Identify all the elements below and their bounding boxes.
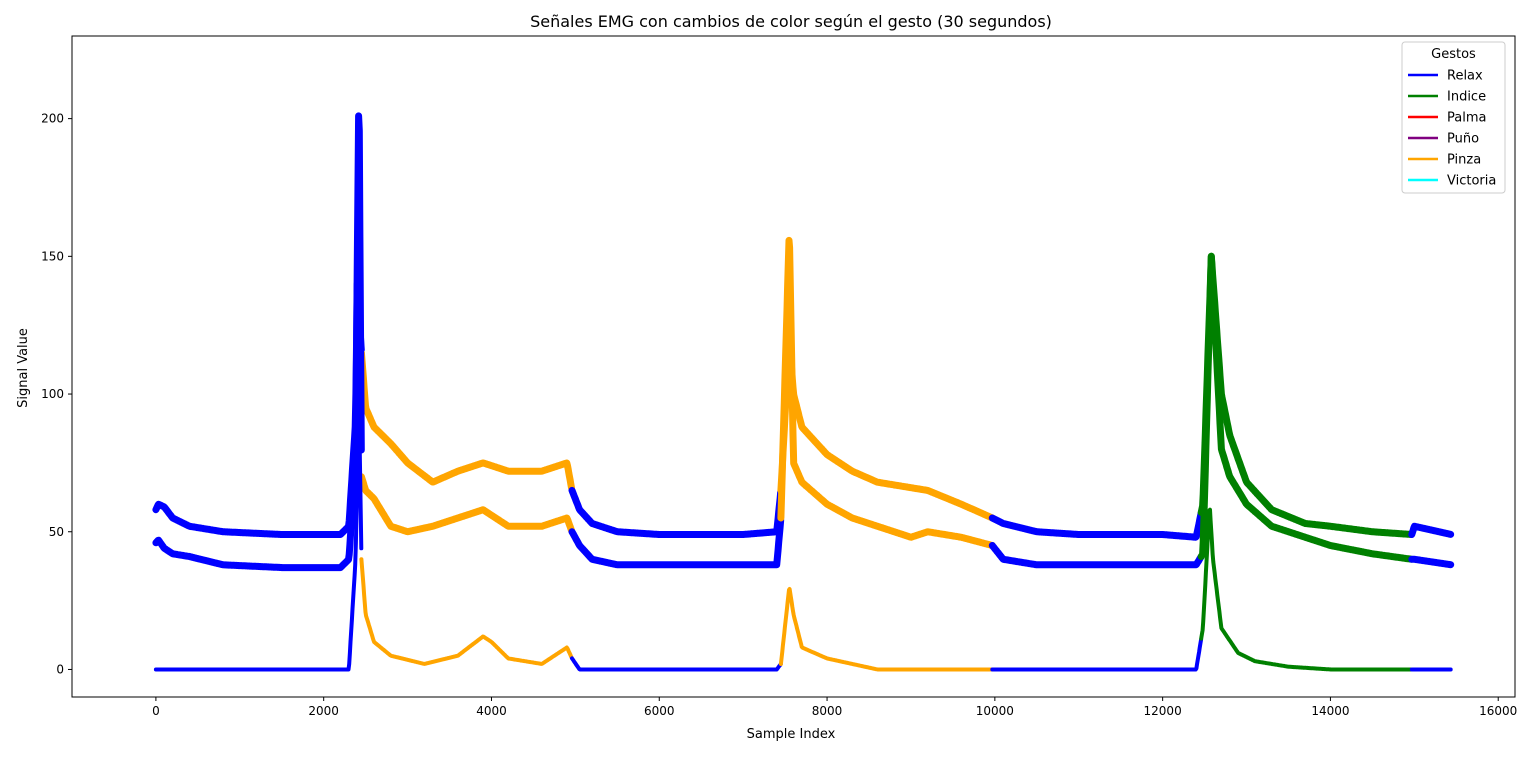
legend-label-pinza: Pinza	[1447, 153, 1481, 168]
series-3-segment-2	[570, 656, 783, 672]
y-tick-label: 150	[41, 249, 64, 263]
plot-frame	[71, 35, 1516, 698]
x-axis-label: Sample Index	[747, 727, 836, 742]
x-tick-label: 8000	[812, 704, 843, 718]
y-tick-label: 0	[56, 662, 64, 676]
legend-label-indice: Indice	[1447, 90, 1486, 105]
series-3-segment-5	[1199, 507, 1414, 672]
y-tick-label: 200	[41, 112, 64, 126]
series-3-segment-0	[153, 408, 364, 672]
legend-label-palma: Palma	[1447, 111, 1486, 126]
legend-label-relax: Relax	[1447, 69, 1483, 84]
series-2-segment-4	[988, 542, 1205, 569]
legend-label-victoria: Victoria	[1447, 174, 1496, 189]
legend-title: Gestos	[1431, 47, 1476, 62]
x-tick-label: 2000	[308, 704, 339, 718]
series-1-segment-0	[152, 280, 365, 538]
legend-box	[1401, 41, 1506, 194]
x-tick-label: 12000	[1144, 704, 1182, 718]
series-2-segment-0	[152, 112, 365, 572]
series-1-segment-4	[988, 509, 1205, 541]
series-1-segment-5	[1197, 252, 1415, 538]
x-tick-label: 4000	[476, 704, 507, 718]
series-2-segment-1	[357, 473, 575, 536]
y-tick-label: 50	[49, 525, 64, 539]
y-tick-label: 100	[41, 387, 64, 401]
series-3-segment-4	[990, 637, 1204, 672]
series-2-segment-5	[1197, 252, 1415, 563]
x-tick-label: 6000	[644, 704, 675, 718]
x-tick-label: 16000	[1479, 704, 1517, 718]
x-tick-label: 0	[152, 704, 160, 718]
series-2-segment-2	[568, 516, 785, 569]
legend: Gestos Relax Indice Palma Puño Pinza Victoria	[1401, 41, 1506, 194]
series-1-segment-1	[357, 349, 575, 492]
x-tick-label: 10000	[976, 704, 1014, 718]
x-tick-label: 14000	[1311, 704, 1349, 718]
x-axis-ticks: 0 2000 4000 6000 8000 10000 12000 14000 16000	[152, 697, 1517, 718]
y-axis-ticks: 0 50 100 150 200	[41, 112, 72, 676]
series-1-segment-6	[1408, 522, 1455, 538]
plot-marks	[152, 112, 1455, 672]
series-3-segment-1	[359, 557, 574, 666]
y-axis-label: Signal Value	[16, 328, 31, 408]
series-3-segment-3	[778, 587, 995, 672]
series-2-segment-6	[1408, 555, 1455, 569]
series-1-segment-3	[777, 339, 996, 522]
series-2-segment-3	[777, 236, 996, 549]
series-1-segment-2	[568, 486, 785, 538]
legend-label-puño: Puño	[1447, 132, 1479, 147]
chart-title: Señales EMG con cambios de color según e…	[530, 12, 1052, 31]
